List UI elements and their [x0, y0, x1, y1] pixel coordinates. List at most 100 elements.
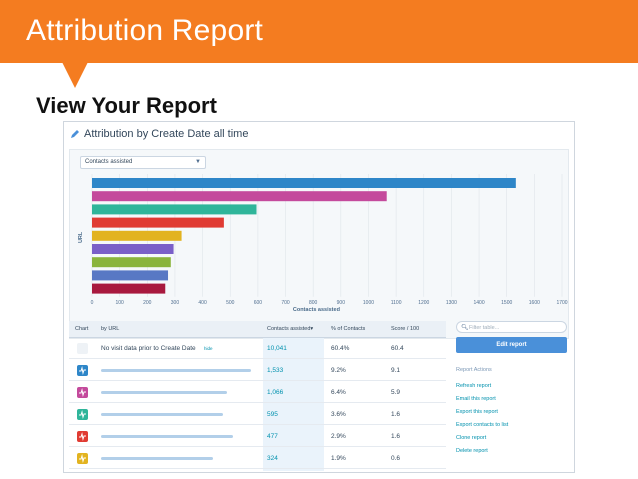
chart-toggle-chip[interactable]	[77, 453, 88, 464]
row-score: 0.6	[391, 455, 401, 462]
bar[interactable]	[92, 230, 182, 241]
edit-report-button[interactable]: Edit report	[456, 337, 567, 353]
x-tick-label: 800	[309, 300, 318, 306]
x-tick-label: 600	[254, 300, 263, 306]
row-contacts-assisted[interactable]: 1,066	[267, 389, 284, 396]
row-url-link[interactable]	[101, 435, 233, 438]
report-screenshot: Attribution by Create Date all time 0 100…	[63, 121, 575, 473]
row-url-label: No visit data prior to Create Date	[101, 345, 196, 352]
row-pct-contacts: 1.9%	[331, 455, 346, 462]
bar[interactable]	[92, 178, 516, 188]
row-score: 1.6	[391, 411, 401, 418]
title-banner: Attribution Report	[0, 0, 638, 63]
row-contacts-assisted[interactable]: 595	[267, 411, 278, 418]
table-row: 1,533 9.2% 9.1	[69, 360, 446, 381]
bar[interactable]	[92, 204, 257, 215]
row-pct-contacts: 3.6%	[331, 411, 346, 418]
table-header: Chart by URL Contacts assisted▾ % of Con…	[69, 321, 446, 338]
x-tick-label: 900	[337, 300, 346, 306]
x-tick-label: 200	[143, 300, 152, 306]
export-report-link[interactable]: Export this report	[456, 409, 498, 415]
row-pct-contacts: 9.2%	[331, 367, 346, 374]
clone-report-link[interactable]: Clone report	[456, 435, 487, 441]
row-contacts-assisted[interactable]: 477	[267, 433, 278, 440]
report-title: Attribution by Create Date all time	[84, 128, 249, 140]
table-row: 595 3.6% 1.6	[69, 404, 446, 425]
row-pct-contacts: 2.9%	[331, 433, 346, 440]
x-tick-label: 1600	[529, 300, 540, 306]
banner-title: Attribution Report	[26, 14, 264, 47]
export-contacts-link[interactable]: Export contacts to list	[456, 422, 509, 428]
x-tick-label: 0	[91, 300, 94, 306]
metric-dropdown[interactable]: Contacts assisted ▼	[80, 156, 206, 169]
report-actions-heading: Report Actions	[456, 367, 492, 373]
x-tick-label: 700	[281, 300, 290, 306]
hide-link[interactable]: hide	[204, 346, 213, 351]
row-url-link[interactable]	[101, 457, 213, 460]
email-report-link[interactable]: Email this report	[456, 396, 496, 402]
x-tick-label: 1700	[556, 300, 567, 306]
row-pct-contacts: 60.4%	[331, 345, 350, 352]
row-url-link[interactable]	[101, 391, 227, 394]
row-score: 60.4	[391, 345, 404, 352]
filter-input[interactable]: 🔍︎ Filter table...	[456, 321, 567, 333]
sorted-column-highlight	[263, 338, 324, 471]
bar[interactable]	[92, 217, 224, 228]
row-url-link[interactable]	[101, 369, 251, 372]
results-table: Chart by URL Contacts assisted▾ % of Con…	[69, 321, 446, 471]
table-row: No visit data prior to Create Date hide 10…	[69, 338, 446, 359]
filter-placeholder: Filter table...	[469, 325, 500, 331]
table-row: 324 1.9% 0.6	[69, 448, 446, 469]
x-tick-label: 1000	[363, 300, 374, 306]
report-title-row: Attribution by Create Date all time	[70, 128, 248, 140]
row-url-link[interactable]	[101, 413, 223, 416]
metric-dropdown-value: Contacts assisted	[85, 159, 133, 165]
chart-panel: 0 100 200 300 400 500 600 700 800 900 1000 1100 1200…	[69, 149, 569, 339]
search-icon: 🔍︎	[461, 325, 469, 331]
header-chart: Chart	[75, 326, 89, 332]
x-tick-label: 1100	[391, 300, 402, 306]
x-axis-label: Contacts assisted	[293, 307, 340, 313]
report-sidebar: 🔍︎ Filter table... Edit report Report Ac…	[452, 321, 570, 471]
chart-toggle-chip[interactable]	[77, 409, 88, 420]
row-contacts-assisted[interactable]: 1,533	[267, 367, 284, 374]
x-tick-label: 400	[198, 300, 207, 306]
row-score: 9.1	[391, 367, 401, 374]
row-contacts-assisted[interactable]: 324	[267, 455, 278, 462]
x-tick-label: 1300	[446, 300, 457, 306]
chart-toggle-chip[interactable]	[77, 365, 88, 376]
table-row: 477 2.9% 1.6	[69, 426, 446, 447]
x-tick-label: 500	[226, 300, 235, 306]
header-contacts[interactable]: Contacts assisted▾	[267, 326, 314, 332]
banner-pointer	[62, 62, 88, 88]
bar[interactable]	[92, 244, 174, 254]
row-contacts-assisted[interactable]: 10,041	[267, 345, 287, 352]
y-axis-label: URL	[78, 231, 84, 243]
row-score: 1.6	[391, 433, 401, 440]
header-pct[interactable]: % of Contacts	[331, 326, 366, 332]
x-tick-label: 300	[171, 300, 180, 306]
bar[interactable]	[92, 270, 169, 281]
chart-toggle-chip[interactable]	[77, 343, 88, 354]
bar[interactable]	[92, 283, 166, 294]
chart-toggle-chip[interactable]	[77, 387, 88, 398]
table-row: 1,066 6.4% 5.9	[69, 382, 446, 403]
slide-subtitle: View Your Report	[36, 93, 217, 118]
row-score: 5.9	[391, 389, 401, 396]
delete-report-link[interactable]: Delete report	[456, 448, 488, 454]
row-pct-contacts: 6.4%	[331, 389, 346, 396]
refresh-report-link[interactable]: Refresh report	[456, 383, 492, 389]
chevron-down-icon: ▼	[195, 159, 201, 165]
chart-toggle-chip[interactable]	[77, 431, 88, 442]
x-tick-label: 1400	[473, 300, 484, 306]
bar-chart: 0 100 200 300 400 500 600 700 800 900 1000 1100 1200…	[78, 174, 568, 313]
pencil-icon[interactable]	[70, 129, 80, 139]
x-tick-label: 1200	[418, 300, 429, 306]
x-tick-label: 1500	[501, 300, 512, 306]
x-tick-label: 100	[115, 300, 124, 306]
header-score[interactable]: Score / 100	[391, 326, 420, 332]
bar[interactable]	[92, 257, 171, 268]
bar[interactable]	[92, 191, 387, 202]
header-url[interactable]: by URL	[101, 326, 120, 332]
